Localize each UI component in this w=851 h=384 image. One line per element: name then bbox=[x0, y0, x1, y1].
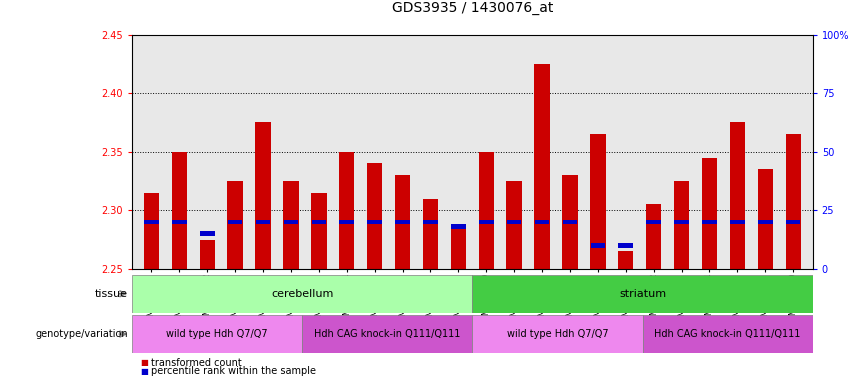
Text: GDS3935 / 1430076_at: GDS3935 / 1430076_at bbox=[391, 2, 553, 15]
Bar bbox=[618, 251, 633, 269]
Bar bbox=[200, 240, 215, 269]
Text: genotype/variation: genotype/variation bbox=[35, 329, 128, 339]
Bar bbox=[144, 193, 159, 269]
Text: wild type Hdh Q7/Q7: wild type Hdh Q7/Q7 bbox=[506, 329, 608, 339]
Text: cerebellum: cerebellum bbox=[271, 289, 334, 299]
Bar bbox=[534, 64, 550, 269]
Bar bbox=[395, 220, 410, 224]
Bar bbox=[674, 181, 689, 269]
Bar bbox=[619, 243, 633, 248]
Bar bbox=[340, 220, 354, 224]
Bar bbox=[451, 224, 465, 229]
Bar bbox=[395, 175, 410, 269]
Text: Hdh CAG knock-in Q111/Q111: Hdh CAG knock-in Q111/Q111 bbox=[654, 329, 801, 339]
Bar bbox=[256, 220, 271, 224]
Bar bbox=[643, 315, 813, 353]
Bar bbox=[479, 220, 494, 224]
Bar bbox=[472, 275, 813, 313]
Bar bbox=[702, 220, 717, 224]
Bar bbox=[591, 134, 606, 269]
Bar bbox=[506, 181, 522, 269]
Bar bbox=[368, 220, 382, 224]
Bar bbox=[534, 220, 550, 224]
Bar bbox=[702, 157, 717, 269]
Text: striatum: striatum bbox=[619, 289, 666, 299]
Bar bbox=[144, 220, 159, 224]
Bar bbox=[311, 220, 326, 224]
Bar bbox=[200, 231, 214, 236]
Bar bbox=[451, 228, 466, 269]
Bar bbox=[132, 275, 472, 313]
Text: wild type Hdh Q7/Q7: wild type Hdh Q7/Q7 bbox=[166, 329, 268, 339]
Text: Hdh CAG knock-in Q111/Q111: Hdh CAG knock-in Q111/Q111 bbox=[314, 329, 460, 339]
Bar bbox=[172, 152, 187, 269]
Bar bbox=[647, 220, 661, 224]
Bar bbox=[227, 181, 243, 269]
Bar bbox=[730, 220, 745, 224]
Bar bbox=[478, 152, 494, 269]
Bar bbox=[423, 220, 437, 224]
Bar bbox=[507, 220, 522, 224]
Bar bbox=[758, 220, 773, 224]
Bar bbox=[423, 199, 438, 269]
Text: transformed count: transformed count bbox=[151, 358, 242, 368]
Bar bbox=[785, 220, 801, 224]
Text: ■: ■ bbox=[140, 358, 149, 367]
Bar bbox=[591, 243, 605, 248]
Bar bbox=[757, 169, 773, 269]
Bar bbox=[339, 152, 354, 269]
Text: percentile rank within the sample: percentile rank within the sample bbox=[151, 366, 316, 376]
Bar bbox=[646, 204, 661, 269]
Text: ■: ■ bbox=[140, 367, 149, 376]
Bar bbox=[255, 122, 271, 269]
Bar bbox=[132, 315, 302, 353]
Bar bbox=[283, 220, 298, 224]
Bar bbox=[228, 220, 243, 224]
Bar bbox=[563, 175, 578, 269]
Bar bbox=[729, 122, 745, 269]
Bar bbox=[785, 134, 801, 269]
Bar bbox=[563, 220, 577, 224]
Text: tissue: tissue bbox=[94, 289, 128, 299]
Bar bbox=[302, 315, 472, 353]
Bar bbox=[172, 220, 186, 224]
Bar bbox=[472, 315, 643, 353]
Bar bbox=[674, 220, 688, 224]
Bar bbox=[283, 181, 299, 269]
Bar bbox=[367, 164, 382, 269]
Bar bbox=[311, 193, 327, 269]
